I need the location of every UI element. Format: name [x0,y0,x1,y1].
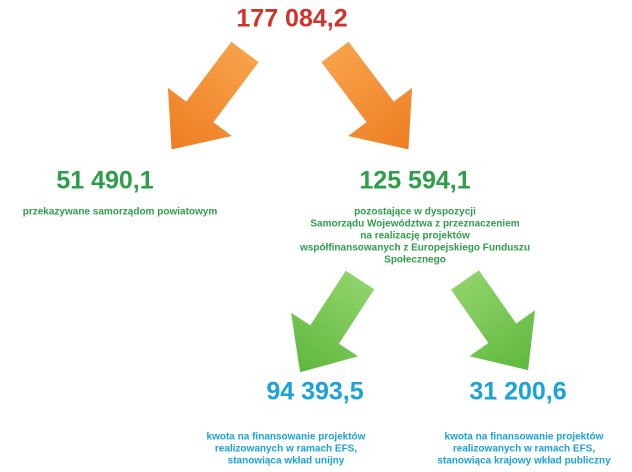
node-description: pozostające w dyspozycji [354,207,476,218]
root-value: 177 084,2 [236,5,347,33]
node-description: na realizację projektów [360,231,470,242]
arrow [321,41,413,150]
arrow [451,270,536,371]
node-description: przekazywane samorządom powiatowym [23,207,218,218]
node-value: 31 200,6 [469,378,566,406]
node-description: współfinansowanych z Europejskiego Fundu… [299,243,530,254]
node-description: Społecznego [384,255,446,266]
node-description: stanowiąca krajowy wkład publiczny [437,456,611,467]
node-description: Samorządu Województwa z przeznaczeniem [310,219,519,230]
node-description: kwota na finansowanie projektów [445,432,604,443]
arrow [291,270,375,373]
node-description: kwota na finansowanie projektów [207,432,366,443]
node-value: 94 393,5 [266,378,363,406]
node-description: realizowanych w ramach EFS, [215,444,357,455]
node-value: 125 594,1 [359,167,470,195]
node-description: realizowanych w ramach EFS, [453,444,595,455]
arrow [167,41,259,150]
node-value: 51 490,1 [56,167,153,195]
node-description: stanowiąca wkład unijny [228,456,345,467]
